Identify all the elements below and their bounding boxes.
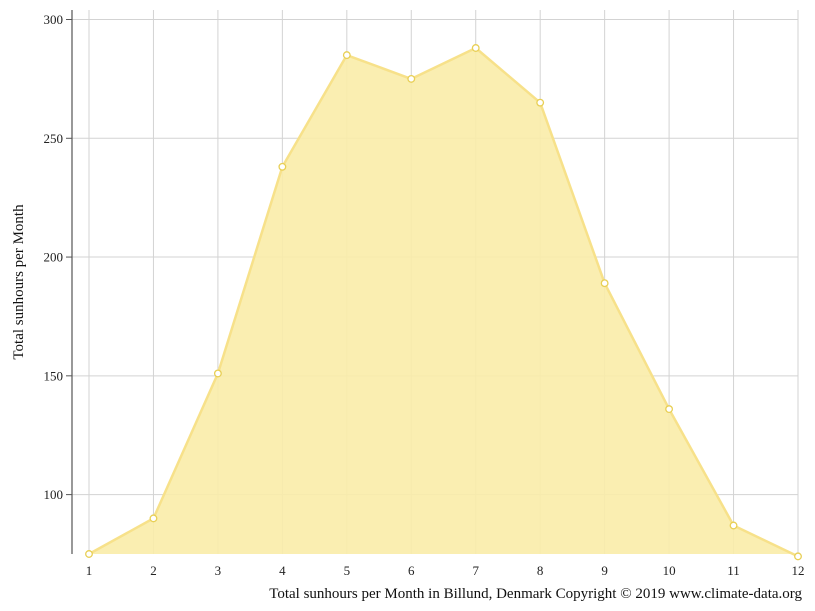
x-tick-label-6: 6 [408,563,415,578]
x-tick-label-5: 5 [344,563,351,578]
x-tick-label-7: 7 [472,563,479,578]
data-point-6 [407,74,416,83]
data-point-8 [536,98,545,107]
axes [66,10,73,554]
data-point-12 [794,552,802,561]
x-tick-label-12: 12 [792,563,805,578]
data-point-2 [149,514,158,523]
y-tick-label-100: 100 [44,487,64,502]
y-tick-labels: 100 150 200 250 300 [44,12,64,502]
series-line [88,46,799,558]
series-area [89,48,798,557]
chart-caption: Total sunhours per Month in Billund, Den… [269,586,802,602]
x-tick-label-10: 10 [663,563,676,578]
y-tick-label-300: 300 [44,12,64,27]
x-tick-label-1: 1 [86,563,93,578]
data-point-9 [600,279,609,288]
x-tick-label-11: 11 [727,563,740,578]
data-point-7 [471,44,480,52]
x-tick-labels: 1 2 3 4 5 6 7 8 9 10 11 12 [86,563,805,578]
data-point-11 [729,521,738,530]
x-tick-label-4: 4 [279,563,286,578]
y-tick-label-250: 250 [44,131,64,146]
y-tick-label-150: 150 [44,368,64,383]
data-point-5 [342,51,351,60]
data-point-3 [213,369,222,378]
data-markers [85,44,802,561]
data-point-4 [278,162,287,171]
data-point-1 [85,550,93,558]
x-tick-label-3: 3 [215,563,222,578]
x-tick-label-9: 9 [601,563,608,578]
y-tick-label-200: 200 [44,250,64,265]
x-tick-label-2: 2 [150,563,157,578]
y-axis-title: Total sunhours per Month [11,204,27,360]
data-point-10 [665,405,674,414]
x-tick-label-8: 8 [537,563,544,578]
